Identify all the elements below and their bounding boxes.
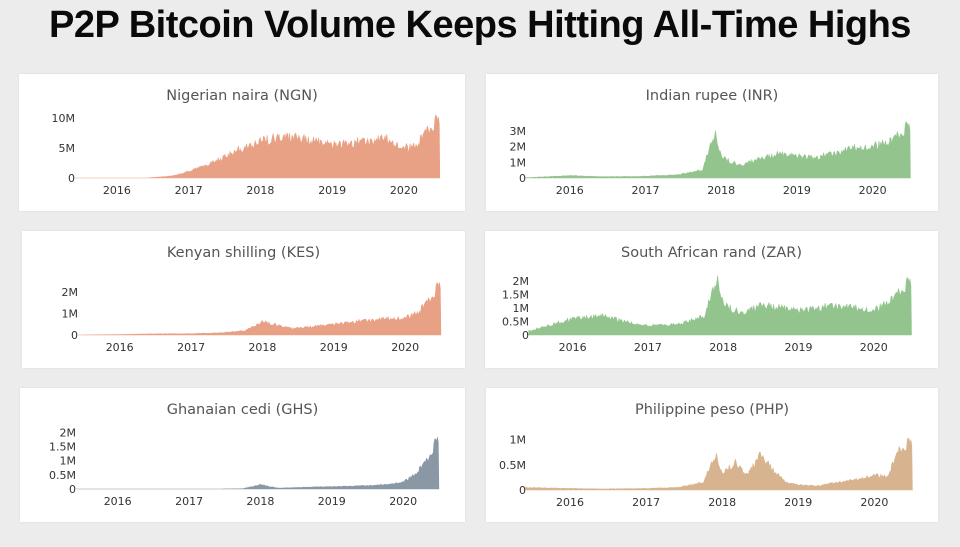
chart-svg-ngn: 2016 2017 2018 2019 2020 0 5M 10M: [52, 112, 441, 197]
y-tick-label: 1M: [510, 156, 527, 169]
chart-title-inr: Indian rupee (INR): [645, 88, 779, 104]
series-area: [525, 121, 911, 179]
x-tick-label: 2016: [556, 184, 584, 197]
x-tick-label: 2018: [707, 184, 735, 197]
chart-svg-php: 2016 2017 2018 2019 2020 0 0.5M 1M: [499, 434, 913, 509]
y-tick-label: 0: [68, 172, 75, 185]
x-tick-label: 2016: [556, 496, 584, 509]
y-tick-label: 0: [519, 484, 526, 497]
x-tick-label: 2020: [391, 341, 419, 354]
y-tick-label: 0: [522, 329, 529, 342]
x-tick-label: 2019: [783, 184, 811, 197]
x-tick-label: 2016: [104, 495, 132, 508]
x-tick-label: 2019: [318, 495, 346, 508]
x-tick-label: 2020: [390, 184, 418, 197]
y-tick-label: 0: [519, 172, 526, 185]
x-tick-label: 2017: [634, 341, 662, 354]
x-tick-label: 2019: [784, 496, 812, 509]
x-tick-label: 2019: [318, 184, 346, 197]
x-tick-label: 2017: [632, 496, 660, 509]
chart-title-zar: South African rand (ZAR): [621, 245, 802, 261]
chart-svg-inr: 2016 2017 2018 2019 2020 0 1M 2M 3M: [510, 121, 911, 197]
page-title: P2P Bitcoin Volume Keeps Hitting All-Tim…: [49, 4, 911, 46]
y-tick-label: 0.5M: [502, 316, 529, 329]
x-tick-label: 2018: [708, 496, 736, 509]
series-area: [76, 437, 440, 490]
x-tick-label: 2018: [709, 341, 737, 354]
y-tick-label: 1M: [60, 455, 77, 468]
x-tick-label: 2018: [246, 184, 274, 197]
x-tick-label: 2020: [860, 496, 888, 509]
y-tick-label: 1M: [513, 302, 530, 315]
chart-svg-kes: 2016 2017 2018 2019 2020 0 1M 2M: [62, 282, 442, 354]
x-tick-label: 2018: [248, 341, 276, 354]
y-tick-label: 1M: [510, 434, 527, 447]
x-tick-label: 2020: [860, 341, 888, 354]
chart-panel-inr: Indian rupee (INR) 2016 2017 2018 2019 2020 0…: [486, 74, 938, 211]
x-tick-label: 2017: [177, 341, 205, 354]
x-tick-label: 2020: [389, 495, 417, 508]
x-tick-label: 2020: [859, 184, 887, 197]
series-area: [525, 437, 913, 491]
y-tick-label: 0: [71, 329, 78, 342]
x-tick-label: 2017: [175, 495, 203, 508]
chart-title-kes: Kenyan shilling (KES): [166, 245, 321, 261]
series-area: [78, 282, 442, 336]
y-tick-label: 1M: [62, 308, 79, 321]
y-tick-label: 1.5M: [502, 289, 529, 302]
chart-panel-ghs: Ghanaian cedi (GHS) 2016 2017 2018 2019 2020…: [20, 388, 465, 522]
y-tick-label: 3M: [510, 125, 527, 138]
chart-panel-zar: South African rand (ZAR) 2016 2017 2018 201…: [485, 231, 938, 368]
chart-panel-kes: Kenyan shilling (KES) 2016 2017 2018 2019 20…: [22, 231, 465, 368]
y-tick-label: 5M: [59, 142, 76, 155]
y-tick-label: 2M: [62, 286, 79, 299]
y-tick-label: 2M: [60, 427, 77, 440]
y-tick-label: 1.5M: [49, 441, 76, 454]
y-tick-label: 2M: [513, 275, 530, 288]
chart-panel-php: Philippine peso (PHP) 2016 2017 2018 2019 20…: [486, 388, 938, 522]
x-tick-label: 2017: [175, 184, 203, 197]
x-tick-label: 2017: [632, 184, 660, 197]
series-area: [75, 114, 441, 179]
y-tick-label: 0.5M: [49, 469, 76, 482]
chart-title-ngn: Nigerian naira (NGN): [166, 88, 318, 104]
x-tick-label: 2016: [103, 184, 131, 197]
chart-title-php: Philippine peso (PHP): [634, 402, 790, 418]
chart-title-ghs: Ghanaian cedi (GHS): [166, 402, 319, 418]
x-tick-label: 2016: [559, 341, 587, 354]
y-tick-label: 10M: [52, 112, 76, 125]
y-tick-label: 2M: [510, 141, 527, 154]
x-tick-label: 2018: [246, 495, 274, 508]
series-area: [528, 275, 912, 336]
x-tick-label: 2019: [320, 341, 348, 354]
y-tick-label: 0: [69, 483, 76, 496]
y-tick-label: 0.5M: [499, 459, 526, 472]
x-tick-label: 2019: [785, 341, 813, 354]
x-tick-label: 2016: [106, 341, 134, 354]
chart-panel-ngn: Nigerian naira (NGN) 2016 2017 2018 2019 202…: [19, 74, 465, 211]
